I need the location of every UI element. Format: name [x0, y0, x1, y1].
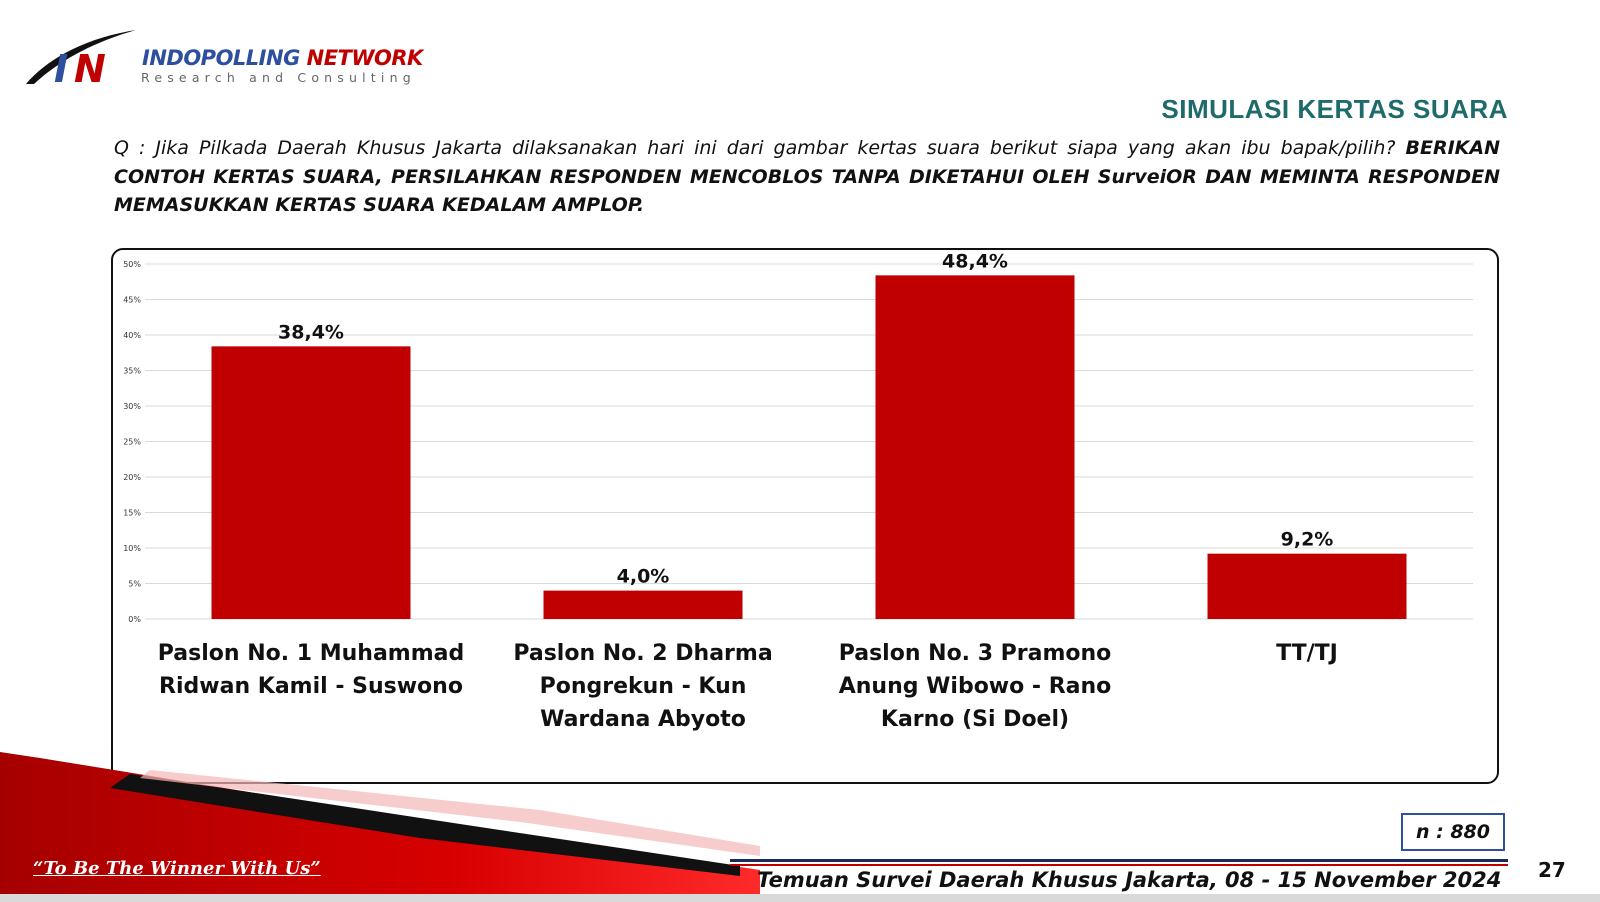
y-tick-label: 35%	[123, 367, 141, 376]
x-category-label: Paslon No. 3 Pramono Anung Wibowo - Rano…	[838, 641, 1112, 732]
sample-size-badge: n : 880	[1401, 813, 1505, 851]
logo-name-part1: INDOPOLLING	[142, 46, 300, 70]
slide-title: SIMULASI KERTAS SUARA	[1161, 94, 1508, 124]
survey-question: Q : Jika Pilkada Daerah Khusus Jakarta d…	[114, 134, 1500, 220]
tagline: “To Be The Winner With Us”	[33, 858, 321, 879]
question-instruction: BERIKAN CONTOH KERTAS SUARA, PERSILAHKAN…	[114, 137, 1500, 216]
y-tick-label: 50%	[123, 260, 141, 269]
y-tick-label: 15%	[123, 509, 141, 518]
logo-mark-i: I	[54, 47, 68, 90]
bar-chart: 0% 5% 10% 15% 20% 25% 30% 35% 40% 45% 50% 38,4% 4,0%…	[123, 250, 1473, 624]
chart-container: 0% 5% 10% 15% 20% 25% 30% 35% 40% 45% 50% 38,4% 4,0%…	[111, 248, 1499, 784]
bar	[875, 275, 1075, 619]
footer-decoration	[0, 752, 760, 902]
bar	[211, 346, 411, 619]
logo-swoosh-icon: I N	[26, 30, 136, 90]
bar	[543, 590, 743, 619]
bottom-strip	[0, 894, 1600, 902]
logo-company-name: INDOPOLLING NETWORK	[142, 46, 423, 70]
footer-divider-red	[730, 864, 1508, 866]
x-category-label: Paslon No. 1 Muhammad Ridwan Kamil - Sus…	[157, 641, 465, 699]
y-tick-label: 10%	[123, 544, 141, 553]
logo-mark-n: N	[74, 47, 106, 90]
footer-survey-info: Temuan Survei Daerah Khusus Jakarta, 08 …	[757, 868, 1502, 892]
data-label: 9,2%	[1281, 529, 1334, 551]
y-tick-label: 40%	[123, 331, 141, 340]
y-tick-label: 0%	[128, 615, 141, 624]
x-category-label: Paslon No. 2 Dharma Pongrekun - Kun Ward…	[513, 641, 773, 732]
y-tick-label: 5%	[128, 580, 141, 589]
data-label: 38,4%	[278, 321, 344, 343]
y-tick-label: 20%	[123, 473, 141, 482]
y-tick-label: 45%	[123, 296, 141, 305]
x-category-label: TT/TJ	[1276, 641, 1338, 666]
logo-name-part2: NETWORK	[306, 46, 424, 70]
page-number: 27	[1538, 858, 1566, 882]
data-label: 48,4%	[942, 250, 1008, 272]
question-text: Q : Jika Pilkada Daerah Khusus Jakarta d…	[114, 137, 1396, 159]
y-tick-label: 25%	[123, 438, 141, 447]
y-tick-label: 30%	[123, 402, 141, 411]
footer-divider-navy	[730, 859, 1508, 862]
logo-subtitle: Research and Consulting	[141, 70, 416, 85]
data-label: 4,0%	[617, 566, 670, 588]
bar	[1207, 553, 1407, 619]
company-logo: I N INDOPOLLING NETWORK Research and Con…	[24, 26, 423, 90]
